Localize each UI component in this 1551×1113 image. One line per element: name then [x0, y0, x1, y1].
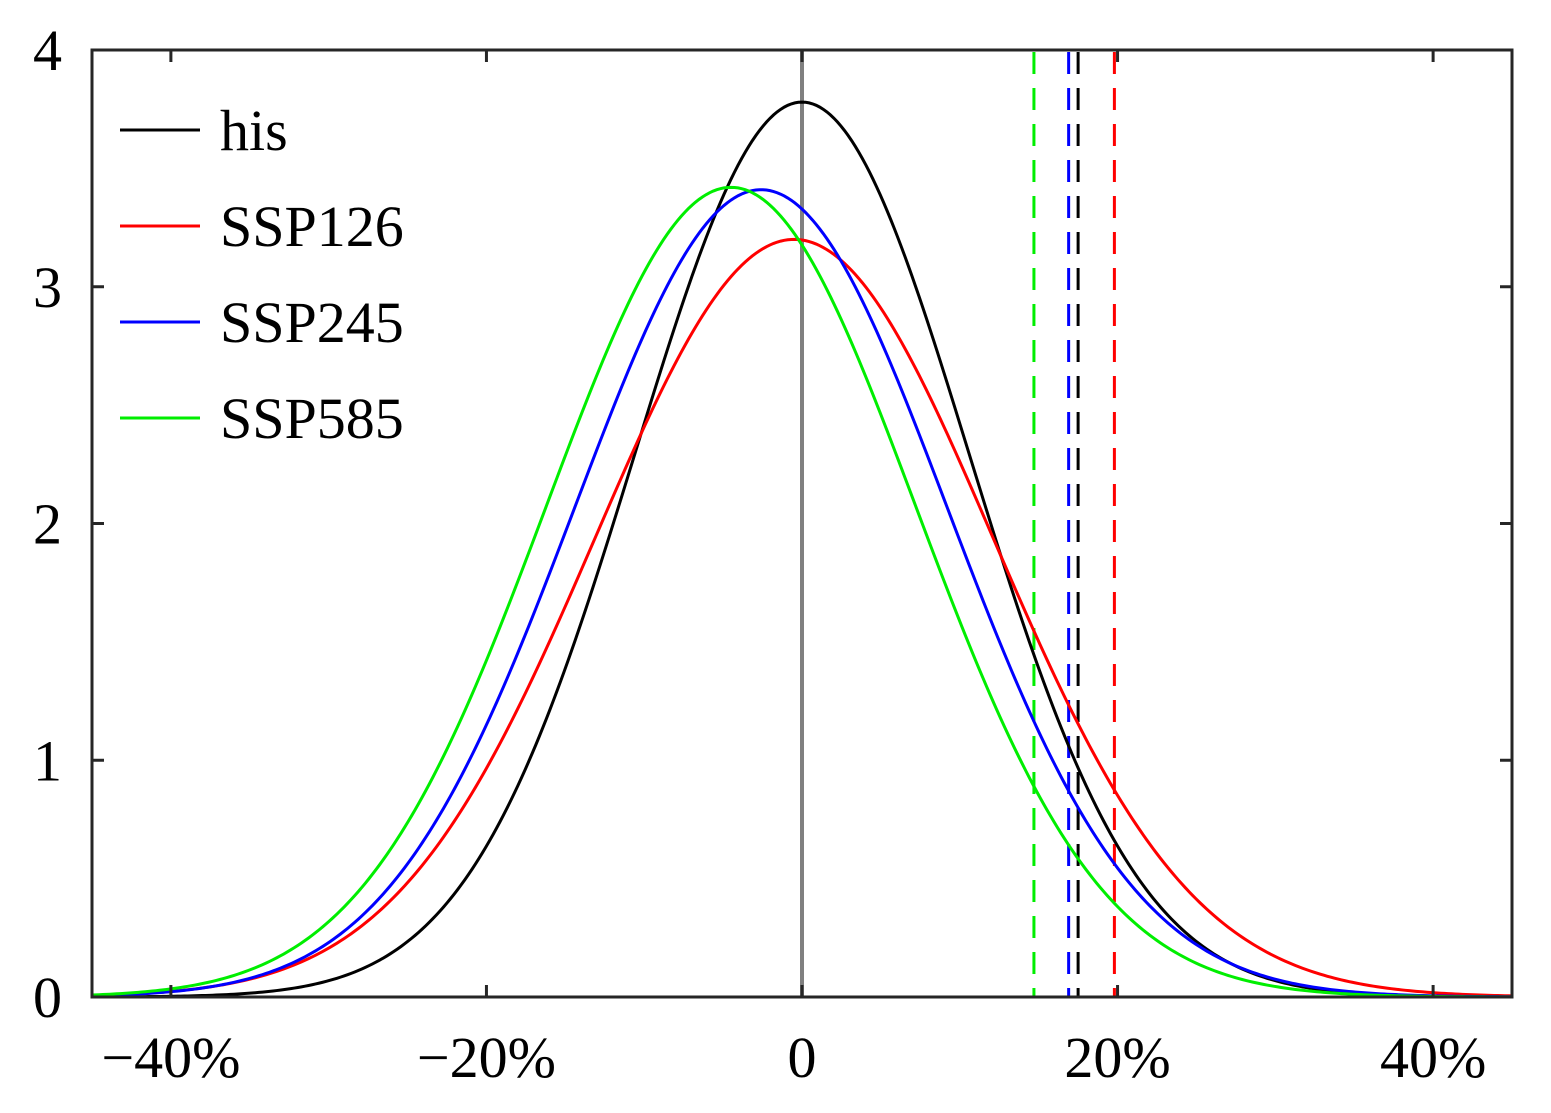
density-curves: [91, 100, 1513, 999]
legend-label-ssp126: SSP126: [220, 194, 404, 259]
threshold-lines: [1032, 52, 1116, 997]
x-axis: −40% −20% 0 20% 40%: [101, 50, 1486, 1090]
legend-label-ssp245: SSP245: [220, 290, 404, 355]
y-tick-label: 1: [33, 728, 62, 793]
x-tick-label: 20%: [1064, 1025, 1170, 1090]
legend: his SSP126 SSP245 SSP585: [120, 98, 404, 451]
series-line-ssp245: [91, 188, 1513, 999]
y-axis: 0 1 2 3 4: [33, 18, 1512, 1030]
x-tick-label: 0: [788, 1025, 817, 1090]
x-tick-label: 40%: [1380, 1025, 1486, 1090]
series-line-ssp126: [91, 237, 1513, 998]
y-tick-label: 3: [33, 255, 62, 320]
y-tick-label: 4: [33, 18, 62, 83]
x-tick-label: −20%: [417, 1025, 556, 1090]
legend-label-ssp585: SSP585: [220, 386, 404, 451]
legend-label-his: his: [220, 98, 288, 163]
series-line-ssp585: [91, 185, 1512, 999]
y-tick-label: 0: [33, 965, 62, 1030]
y-tick-label: 2: [33, 492, 62, 557]
x-tick-label: −40%: [101, 1025, 240, 1090]
